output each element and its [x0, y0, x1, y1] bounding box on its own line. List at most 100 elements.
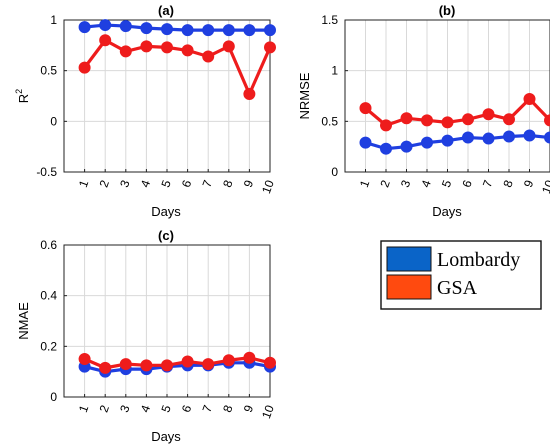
legend: Lombardy GSA	[380, 240, 542, 310]
series-lombardy	[359, 129, 550, 155]
data-point	[264, 41, 276, 54]
data-point	[78, 353, 91, 365]
y-axis-label-text: NRMSE	[297, 72, 312, 119]
data-point	[181, 44, 194, 57]
series-gsa	[359, 93, 550, 132]
data-point	[380, 119, 392, 132]
y-axis-label: NMAE	[16, 302, 31, 340]
x-tick-label: 2	[377, 178, 393, 189]
x-tick-label: 1	[357, 178, 373, 189]
data-point	[523, 129, 536, 142]
data-point	[99, 361, 112, 374]
y-axis-label-text: R	[16, 94, 31, 103]
data-point	[421, 114, 433, 127]
data-point	[140, 359, 153, 372]
x-tick-label: 10	[259, 178, 277, 196]
data-point	[503, 113, 515, 126]
data-point	[78, 61, 91, 74]
x-axis-label: Days	[151, 204, 181, 219]
data-point	[441, 134, 454, 147]
y-tick-label: -0.5	[36, 165, 57, 179]
x-tick-label: 6	[179, 178, 195, 189]
legend-swatch-gsa	[386, 274, 432, 300]
legend-label-gsa: GSA	[437, 277, 478, 299]
legend-swatch-lombardy	[386, 246, 432, 272]
data-point	[421, 136, 433, 149]
data-point	[482, 132, 495, 145]
y-tick-label: 0.2	[40, 339, 57, 353]
data-point	[243, 87, 256, 100]
data-point	[523, 93, 536, 106]
data-point	[161, 359, 173, 372]
x-tick-label: 8	[220, 178, 236, 189]
x-tick-label: 3	[398, 178, 414, 189]
series-gsa	[78, 34, 276, 100]
y-axis-label-superscript: 2	[14, 89, 24, 94]
data-point	[503, 130, 515, 143]
x-tick-label: 1	[76, 403, 92, 414]
data-point	[222, 24, 235, 37]
y-tick-label: 0	[331, 165, 338, 179]
data-point	[161, 23, 173, 36]
x-tick-label: 4	[138, 403, 154, 414]
data-point	[202, 24, 215, 37]
y-tick-label: 0.6	[40, 238, 57, 252]
series-gsa	[78, 351, 276, 374]
chart-title: (b)	[439, 3, 456, 18]
series-line	[365, 133, 550, 151]
series-line	[364, 97, 550, 127]
x-tick-label: 3	[117, 403, 133, 414]
x-axis-label: Days	[151, 429, 181, 444]
x-tick-label: 9	[241, 403, 257, 414]
data-point	[140, 40, 153, 53]
data-point	[181, 355, 194, 368]
x-tick-label: 10	[539, 178, 550, 196]
x-tick-label: 1	[76, 178, 92, 189]
data-point	[264, 356, 276, 369]
x-tick-label: 4	[418, 178, 434, 189]
x-tick-label: 9	[241, 178, 257, 189]
x-tick-label: 3	[117, 178, 133, 189]
data-point	[462, 113, 474, 126]
y-axis-label-text: NMAE	[16, 302, 31, 340]
x-tick-label: 10	[259, 403, 277, 421]
series-lombardy	[78, 19, 276, 37]
data-point	[161, 41, 173, 54]
x-tick-label: 4	[138, 178, 154, 189]
data-point	[119, 45, 132, 58]
x-tick-label: 7	[200, 178, 216, 189]
data-point	[140, 22, 153, 35]
series-line	[84, 23, 270, 32]
x-tick-label: 7	[200, 403, 216, 414]
chart-title: (c)	[158, 228, 174, 243]
x-tick-label: 8	[220, 403, 236, 414]
data-point	[400, 140, 413, 153]
series-line	[83, 356, 271, 370]
data-point	[202, 50, 215, 63]
legend-label-lombardy: Lombardy	[437, 249, 520, 271]
data-point	[78, 21, 91, 34]
series-line	[83, 38, 272, 96]
x-axis-label: Days	[432, 204, 462, 219]
x-tick-label: 9	[521, 178, 537, 189]
chart-panel-3: 0 0.2 0.4 0.6 1 2 3 4 5 6 7 8 9 10 (c) Days NMAE	[16, 228, 277, 444]
y-tick-label: 1	[331, 64, 338, 78]
data-point	[99, 19, 112, 32]
x-tick-label: 5	[439, 178, 455, 189]
x-tick-label: 2	[97, 178, 113, 189]
data-point	[462, 131, 474, 144]
y-tick-label: 0.5	[40, 64, 57, 78]
chart-title: (a)	[158, 3, 174, 18]
y-tick-label: 0	[50, 114, 57, 128]
x-tick-label: 2	[97, 403, 113, 414]
y-tick-label: 0.5	[321, 114, 338, 128]
x-tick-label: 5	[158, 403, 174, 414]
data-point	[441, 116, 454, 129]
data-point	[544, 114, 550, 127]
data-point	[359, 136, 372, 149]
data-point	[544, 131, 550, 144]
data-point	[119, 20, 132, 33]
